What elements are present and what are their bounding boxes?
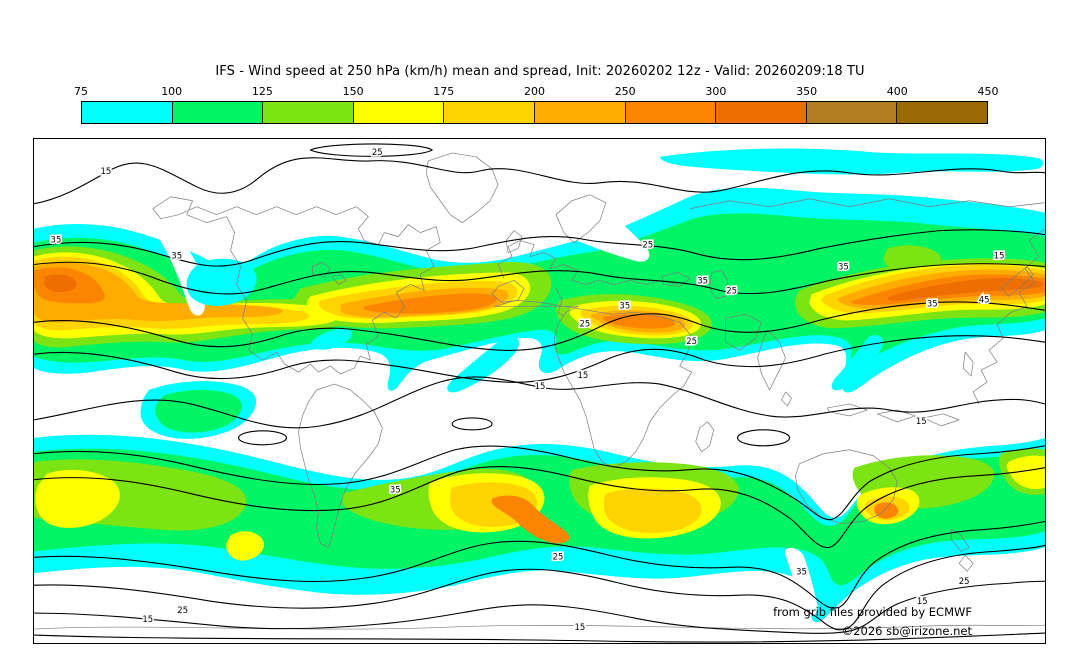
contour-label: 15 [142,614,153,624]
attribution-copyright: ©2026 sb@irizone.net [841,624,972,638]
colorbar-tick-label: 350 [796,85,818,98]
map-frame: 25 15 35 35 25 35 25 35 15 35 45 35 25 25 15 15 15 35 25 35… [33,138,1046,644]
contour-label: 45 [979,294,990,304]
contour-label: 25 [726,285,737,295]
contour-labels: 25 15 35 35 25 35 25 35 15 35 45 35 25 25 15 15 15 35 25 35… [49,145,1006,633]
contour-label: 35 [796,566,807,576]
colorbar-tick-label: 100 [161,85,183,98]
colorbar [81,101,988,124]
colorbar-tick-label: 400 [886,85,908,98]
contour-label: 35 [390,485,401,495]
contour-label: 35 [619,300,630,310]
colorbar-tick-label: 150 [342,85,364,98]
contour-label: 15 [575,622,586,632]
colorbar-tick-label: 250 [614,85,636,98]
colorbar-segment-300 [715,102,806,123]
colorbar-segment-350 [805,102,897,123]
contour-label: 35 [51,235,62,245]
coastlines [34,152,1045,630]
colorbar-segment-100 [171,102,263,123]
contour-label: 35 [171,251,182,261]
colorbar-segment-125 [262,102,353,123]
colorbar-tick-label: 200 [524,85,545,98]
contour-label: 35 [927,298,938,308]
colorbar-segment-200 [533,102,625,123]
colorbar-segment-250 [624,102,716,123]
colorbar-tick-label: 75 [74,85,88,98]
colorbar-tick-label: 450 [977,85,999,98]
contour-label: 15 [994,251,1005,261]
chart-title: IFS - Wind speed at 250 hPa (km/h) mean … [215,64,865,79]
contour-label: 35 [838,261,849,271]
contour-label: 35 [697,275,708,285]
contour-label: 25 [642,240,653,250]
colorbar-segment-75 [82,102,172,123]
contour-label: 15 [578,370,589,380]
contour-label: 25 [372,147,383,157]
spread-contours [34,143,1045,643]
contour-label: 15 [916,416,927,426]
contour-label: 25 [686,336,697,346]
contour-label: 25 [580,318,591,328]
colorbar-tick-label: 125 [251,85,273,98]
colorbar-segment-150 [352,102,444,123]
world-map: 25 15 35 35 25 35 25 35 15 35 45 35 25 25 15 15 15 35 25 35… [34,143,1045,643]
wind-fill-south [34,381,1045,623]
attribution-source: from grib files provided by ECMWF [773,605,972,619]
colorbar-segment-400 [896,102,987,123]
colorbar-segment-175 [443,102,534,123]
colorbar-tick-label: 300 [705,85,727,98]
contour-label: 25 [553,551,564,561]
colorbar-tick-label: 175 [433,85,455,98]
contour-label: 25 [177,605,188,615]
wind-fill-north [34,148,1045,393]
contour-label: 15 [100,166,111,176]
contour-label: 15 [535,381,546,391]
colorbar-ticks: 75 100 125 150 175 200 250 300 350 400 450 [74,85,999,98]
contour-label: 25 [959,576,970,586]
contour-label: 15 [917,596,928,606]
